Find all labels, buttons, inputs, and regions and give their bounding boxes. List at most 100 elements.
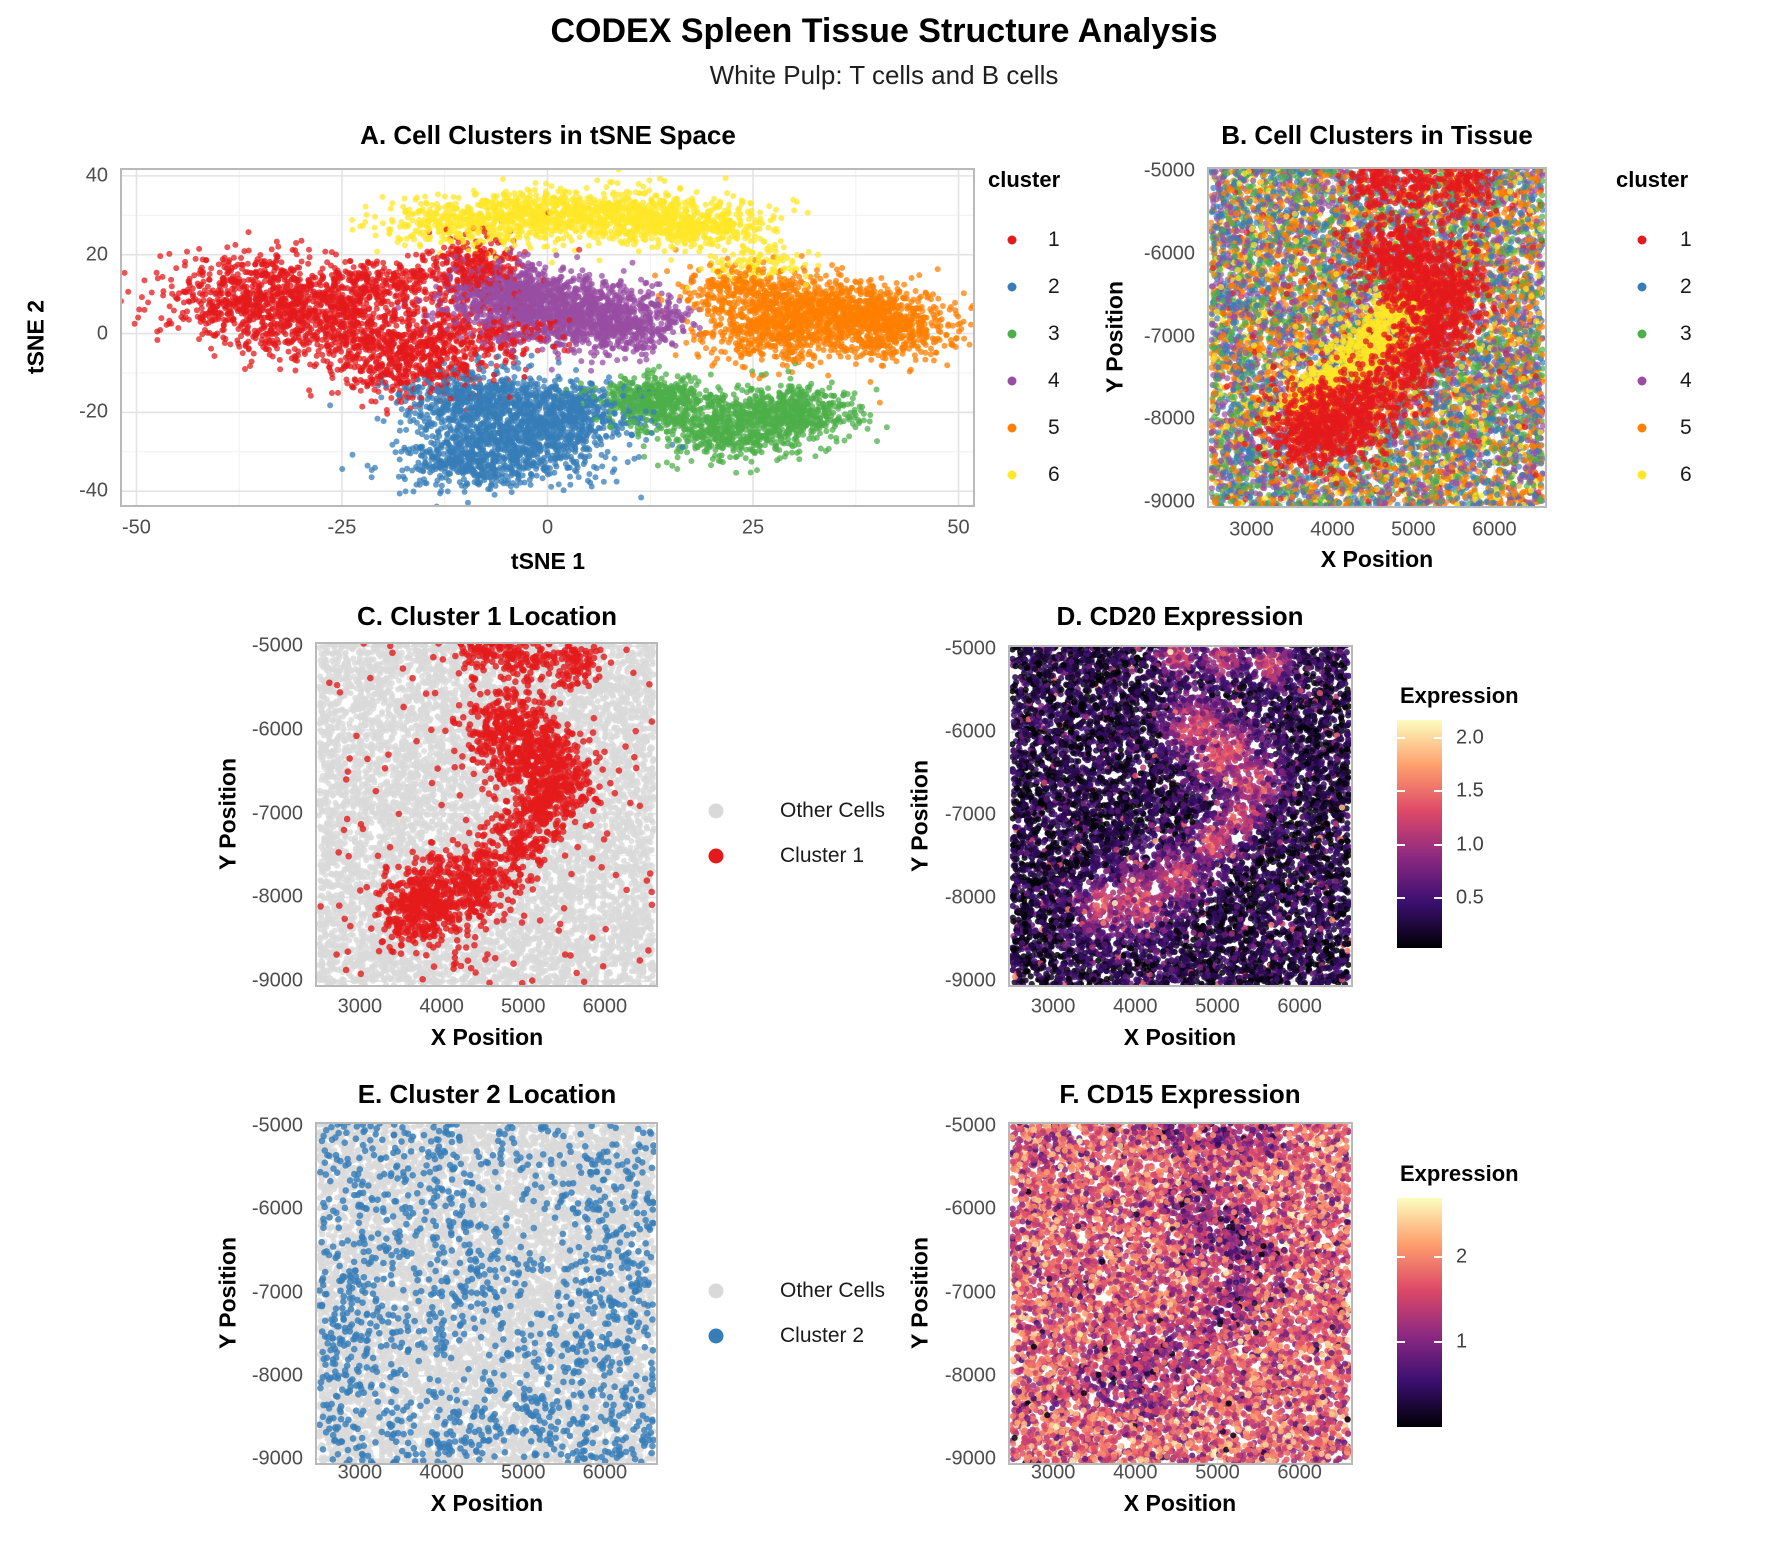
panel-f-x-axis-label: X Position	[1123, 1490, 1237, 1516]
y-tick-label: -5000	[944, 637, 996, 660]
y-tick-label: -7000	[944, 1281, 996, 1304]
colorbar-tick-label: 2.0	[1456, 726, 1484, 749]
legend-swatch-5	[1637, 423, 1647, 433]
colorbar-tick-mark	[1397, 843, 1405, 846]
y-tick-label: -9000	[944, 1447, 996, 1470]
y-tick-label: -6000	[251, 1197, 303, 1220]
colorbar-tick-label: 2	[1456, 1245, 1468, 1268]
colorbar-tick-label: 1.0	[1456, 833, 1484, 856]
panel-a-y-axis-label: tSNE 2	[22, 299, 49, 375]
legend-item-label: 6	[1680, 463, 1692, 486]
panel-a-scatter-canvas	[120, 168, 975, 507]
y-tick-label: -7000	[1143, 325, 1195, 348]
x-tick-label: 4000	[1113, 1461, 1158, 1484]
panel-b-legend-title: cluster	[1616, 167, 1689, 192]
y-tick-label: -6000	[944, 1197, 996, 1220]
legend-item-label: 5	[1048, 416, 1060, 439]
y-tick-label: -8000	[944, 886, 996, 909]
legend-swatch-3	[1007, 329, 1017, 339]
y-tick-label: -8000	[1143, 407, 1195, 430]
figure-title: CODEX Spleen Tissue Structure Analysis	[550, 12, 1218, 50]
y-tick-label: -5000	[944, 1114, 996, 1137]
panel-a-title: A. Cell Clusters in tSNE Space	[360, 120, 736, 150]
legend-swatch-5	[1007, 423, 1017, 433]
y-tick-label: -6000	[944, 720, 996, 743]
x-tick-label: 5000	[501, 1461, 546, 1484]
x-tick-label: 6000	[1472, 518, 1517, 541]
x-tick-label: 4000	[1113, 995, 1158, 1018]
legend-item-label: 4	[1680, 369, 1692, 392]
legend-item-label: 1	[1048, 228, 1060, 251]
y-tick-label: -5000	[251, 1114, 303, 1137]
legend-swatch-2	[1637, 282, 1647, 292]
panel-c-scatter-canvas	[315, 642, 658, 987]
panel-f-scatter-canvas	[1008, 1122, 1353, 1465]
x-tick-label: -50	[121, 516, 151, 539]
x-tick-label: 6000	[582, 1461, 628, 1484]
figure-subtitle: White Pulp: T cells and B cells	[709, 60, 1059, 90]
colorbar-tick-mark	[1434, 1256, 1442, 1259]
legend-item-label: 1	[1680, 228, 1692, 251]
legend-item-label: 2	[1680, 275, 1692, 298]
y-tick-label: 40	[85, 164, 108, 187]
legend-item-label: 3	[1048, 322, 1060, 345]
panel-d-x-axis-label: X Position	[1123, 1024, 1237, 1050]
panel-b-y-axis-label: Y Position	[1101, 280, 1128, 394]
x-tick-label: 3000	[1030, 1461, 1076, 1484]
y-tick-label: -7000	[251, 802, 303, 825]
y-tick-label: -9000	[251, 969, 303, 992]
colorbar-tick-label: 1.5	[1456, 779, 1484, 802]
panel-a-x-axis-label: tSNE 1	[510, 548, 586, 574]
y-tick-label: -6000	[1143, 242, 1195, 265]
y-tick-label: -9000	[1143, 490, 1195, 513]
panel-f-title: F. CD15 Expression	[1059, 1079, 1301, 1109]
legend-item-label: Cluster 2	[780, 1324, 865, 1347]
x-tick-label: 4000	[1310, 518, 1355, 541]
colorbar-tick-label: 0.5	[1456, 886, 1484, 909]
legend-swatch-4	[1637, 376, 1647, 386]
x-tick-label: 0	[541, 516, 554, 539]
colorbar-tick-mark	[1397, 790, 1405, 793]
panel-e-scatter-canvas	[315, 1122, 658, 1465]
panel-e-y-axis-label: Y Position	[214, 1236, 241, 1350]
x-tick-label: 25	[741, 516, 765, 539]
y-tick-label: -40	[79, 479, 108, 502]
expression-colorbar	[1397, 720, 1442, 948]
panel-a-legend-title: cluster	[988, 167, 1061, 192]
panel-e-x-axis-label: X Position	[430, 1490, 544, 1516]
colorbar-tick-mark	[1434, 896, 1442, 899]
x-tick-label: 3000	[337, 995, 383, 1018]
colorbar-tick-mark	[1434, 843, 1442, 846]
y-tick-label: -8000	[251, 1364, 303, 1387]
x-tick-label: 5000	[1195, 995, 1240, 1018]
panel-b-scatter-canvas	[1207, 167, 1547, 508]
colorbar-tick-mark	[1434, 790, 1442, 793]
x-tick-label: 50	[947, 516, 970, 539]
panel-c-y-axis-label: Y Position	[214, 757, 241, 871]
legend-item-label: Other Cells	[780, 799, 886, 822]
legend-swatch-1	[1007, 235, 1017, 245]
colorbar-tick-mark	[1397, 896, 1405, 899]
x-tick-label: 4000	[419, 1461, 464, 1484]
panel-d-scatter-canvas	[1008, 645, 1353, 987]
x-tick-label: 4000	[419, 995, 464, 1018]
x-tick-label: 3000	[1229, 518, 1274, 541]
x-tick-label: 6000	[1277, 995, 1322, 1018]
x-tick-label: 6000	[1277, 1461, 1322, 1484]
legend-swatch-other-cells	[708, 803, 724, 819]
y-tick-label: -9000	[944, 969, 996, 992]
legend-swatch-4	[1007, 376, 1017, 386]
y-tick-label: -20	[79, 400, 108, 423]
x-tick-label: 3000	[337, 1461, 383, 1484]
colorbar-tick-mark	[1397, 1341, 1405, 1344]
legend-swatch-6	[1637, 470, 1647, 480]
y-tick-label: 0	[96, 322, 108, 345]
y-tick-label: -5000	[1143, 159, 1195, 182]
colorbar-tick-mark	[1434, 737, 1442, 740]
legend-swatch-1	[1637, 235, 1647, 245]
legend-item-label: 4	[1048, 369, 1060, 392]
legend-swatch-6	[1007, 470, 1017, 480]
x-tick-label: -25	[327, 516, 357, 539]
colorbar-tick-label: 1	[1456, 1330, 1468, 1353]
